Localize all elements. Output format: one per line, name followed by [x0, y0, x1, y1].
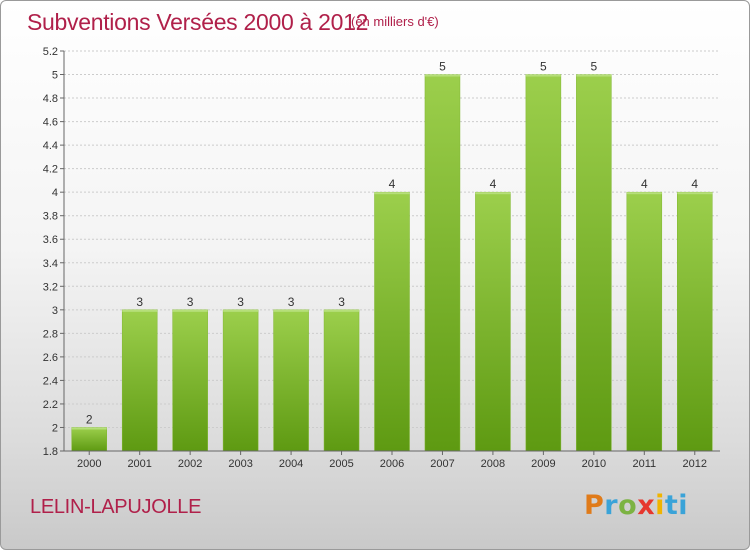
- y-tick-label: 3.4: [43, 258, 58, 270]
- bar-value-label: 5: [591, 60, 598, 74]
- bar-value-label: 3: [288, 295, 295, 309]
- y-tick-label: 1.8: [43, 446, 58, 458]
- bar-value-label: 5: [439, 60, 446, 74]
- y-tick-label: 3.8: [43, 211, 58, 223]
- bar-top-highlight: [324, 309, 360, 312]
- bar-top-highlight: [626, 192, 662, 195]
- proxiti-logo: Proxiti: [584, 490, 689, 521]
- x-tick-label: 2010: [582, 458, 606, 470]
- bar-value-label: 4: [691, 177, 698, 191]
- y-tick-label: 5: [52, 70, 58, 82]
- commune-name: LELIN-LAPUJOLLE: [30, 496, 202, 518]
- y-tick-label: 4: [52, 187, 58, 199]
- bar-2006: [374, 191, 410, 452]
- bar-value-label: 4: [389, 177, 396, 191]
- bar-top-highlight: [374, 192, 410, 195]
- bar-top-highlight: [273, 309, 309, 312]
- y-tick-label: 2.4: [43, 375, 58, 387]
- bar-2011: [626, 191, 663, 452]
- x-tick-label: 2009: [531, 458, 555, 470]
- bar-value-label: 3: [136, 295, 143, 309]
- bar-value-label: 2: [86, 412, 93, 426]
- x-tick-label: 2000: [77, 458, 101, 470]
- x-tick-label: 2004: [279, 458, 303, 470]
- bar-top-highlight: [424, 74, 460, 77]
- bar-2001: [121, 309, 158, 452]
- bar-value-label: 3: [338, 295, 345, 309]
- bar-top-highlight: [576, 74, 612, 77]
- y-tick-label: 4.8: [43, 93, 58, 105]
- bar-2005: [323, 309, 360, 452]
- bar-2008: [475, 191, 511, 452]
- x-tick-label: 2003: [228, 458, 252, 470]
- y-tick-label: 4.6: [43, 117, 58, 129]
- x-tick-label: 2007: [430, 458, 454, 470]
- bar-value-label: 5: [540, 60, 547, 74]
- x-tick-label: 2006: [380, 458, 404, 470]
- y-tick-label: 2.2: [43, 399, 58, 411]
- y-tick-label: 3.2: [43, 281, 58, 293]
- bar-2002: [172, 309, 208, 452]
- bar-2012: [677, 191, 713, 452]
- y-tick-label: 2: [52, 422, 58, 434]
- bar-value-label: 4: [641, 177, 648, 191]
- bar-top-highlight: [223, 309, 259, 312]
- y-tick-label: 3.6: [43, 234, 58, 246]
- bar-value-label: 3: [187, 295, 194, 309]
- y-tick-label: 2.6: [43, 352, 58, 364]
- y-tick-label: 5.2: [43, 46, 58, 58]
- y-tick-label: 4.2: [43, 164, 58, 176]
- chart-title: Subventions Versées 2000 à 2012: [27, 9, 369, 35]
- y-tick-label: 2.8: [43, 328, 58, 340]
- bar-2003: [222, 309, 259, 452]
- bar-2010: [576, 74, 612, 452]
- bar-2004: [273, 309, 309, 452]
- bar-top-highlight: [475, 192, 511, 195]
- bar-top-highlight: [122, 309, 158, 312]
- x-tick-label: 2008: [481, 458, 505, 470]
- bar-top-highlight: [525, 74, 561, 77]
- bar-2000: [71, 427, 107, 452]
- y-tick-label: 3: [52, 305, 58, 317]
- chart-unit: (en milliers d'€): [351, 14, 439, 29]
- bar-top-highlight: [172, 309, 208, 312]
- bar-top-highlight: [71, 427, 107, 430]
- bar-top-highlight: [677, 192, 713, 195]
- x-tick-label: 2011: [632, 458, 656, 470]
- y-tick-label: 4.4: [43, 140, 58, 152]
- x-tick-label: 2012: [683, 458, 707, 470]
- bar-2007: [424, 74, 461, 452]
- bar-value-label: 4: [490, 177, 497, 191]
- bar-2009: [525, 74, 562, 452]
- x-tick-label: 2005: [329, 458, 353, 470]
- x-tick-label: 2001: [127, 458, 151, 470]
- bar-value-label: 3: [237, 295, 244, 309]
- x-tick-label: 2002: [178, 458, 202, 470]
